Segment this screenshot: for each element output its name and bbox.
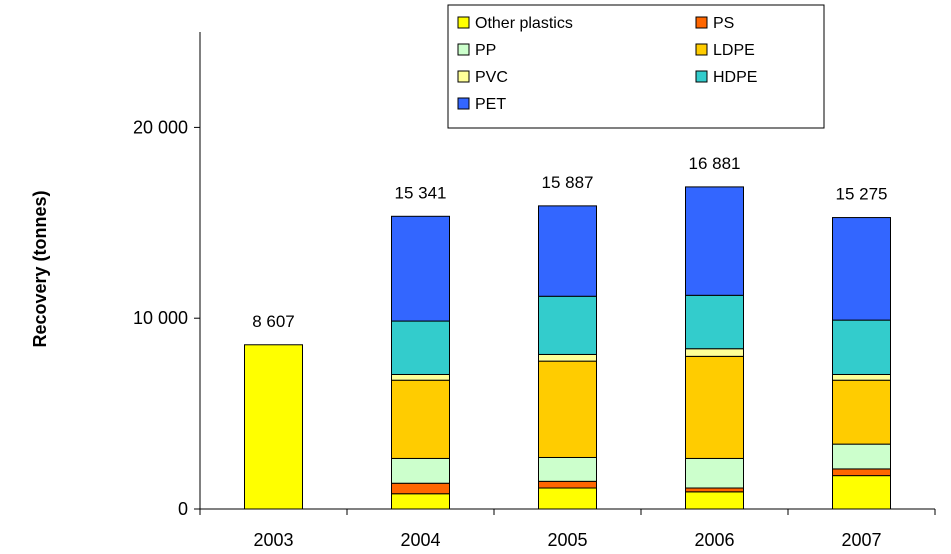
legend-swatch — [457, 70, 470, 83]
legend-swatch — [457, 97, 470, 110]
x-tick-label: 2004 — [400, 530, 440, 550]
bar-segment — [832, 379, 891, 445]
bar-segment — [685, 355, 744, 459]
legend-swatch — [457, 43, 470, 56]
bar-segment — [391, 215, 450, 322]
x-tick-label: 2003 — [253, 530, 293, 550]
bar-segment — [538, 487, 597, 510]
bar-segment — [685, 457, 744, 489]
bar-segment — [685, 186, 744, 296]
bar-segment — [391, 379, 450, 459]
legend-swatch — [695, 16, 708, 29]
bar-segment — [685, 487, 744, 493]
bar-segment — [538, 456, 597, 482]
bar-total-label: 8 607 — [252, 312, 295, 331]
bar-segment — [685, 294, 744, 350]
bar-total-label: 15 341 — [395, 183, 447, 202]
bar-segment — [832, 468, 891, 477]
bar-segment — [685, 348, 744, 357]
y-axis-label: Recovery (tonnes) — [30, 190, 50, 347]
labels: 8 607 2003 15 341 2004 15 887 2005 16 881 2006 1… — [252, 154, 887, 550]
x-tick-label: 2006 — [694, 530, 734, 550]
legend: Other plastics PS PP LDPE PVC HDPE PET — [447, 4, 825, 129]
axes: 0 10 000 20 000 — [133, 32, 936, 519]
y-tick-label: 20 000 — [133, 117, 188, 137]
bar-segment — [538, 480, 597, 489]
bar-segment — [391, 482, 450, 495]
legend-label: PS — [713, 15, 734, 32]
bar-segment — [538, 295, 597, 355]
y-tick-label: 10 000 — [133, 308, 188, 328]
legend-swatch — [695, 43, 708, 56]
bar-segment — [391, 373, 450, 381]
legend-box — [447, 4, 825, 129]
bar-segment — [685, 491, 744, 510]
bar-segment — [391, 320, 450, 375]
legend-swatch — [457, 16, 470, 29]
bar-segment — [832, 319, 891, 375]
bar-segment — [391, 493, 450, 510]
bars — [244, 186, 891, 510]
bar-segment — [832, 217, 891, 321]
legend-label: PVC — [475, 69, 508, 86]
legend-label: PP — [475, 42, 496, 59]
bar-segment — [832, 475, 891, 510]
legend-label: LDPE — [713, 42, 755, 59]
legend-swatch — [695, 70, 708, 83]
bar-segment — [538, 205, 597, 297]
x-tick-label: 2007 — [841, 530, 881, 550]
bar-total-label: 15 275 — [836, 185, 888, 204]
legend-label: Other plastics — [475, 15, 573, 32]
bar-segment — [832, 443, 891, 470]
bar-segment — [244, 344, 303, 510]
bar-segment — [832, 373, 891, 381]
bar-segment — [538, 360, 597, 458]
y-tick-label: 0 — [178, 499, 188, 519]
bar-total-label: 16 881 — [689, 154, 741, 173]
bar-segment — [391, 457, 450, 484]
bar-segment — [538, 353, 597, 362]
legend-label: PET — [475, 96, 506, 113]
bar-total-label: 15 887 — [542, 173, 594, 192]
legend-label: HDPE — [713, 69, 757, 86]
x-tick-label: 2005 — [547, 530, 587, 550]
